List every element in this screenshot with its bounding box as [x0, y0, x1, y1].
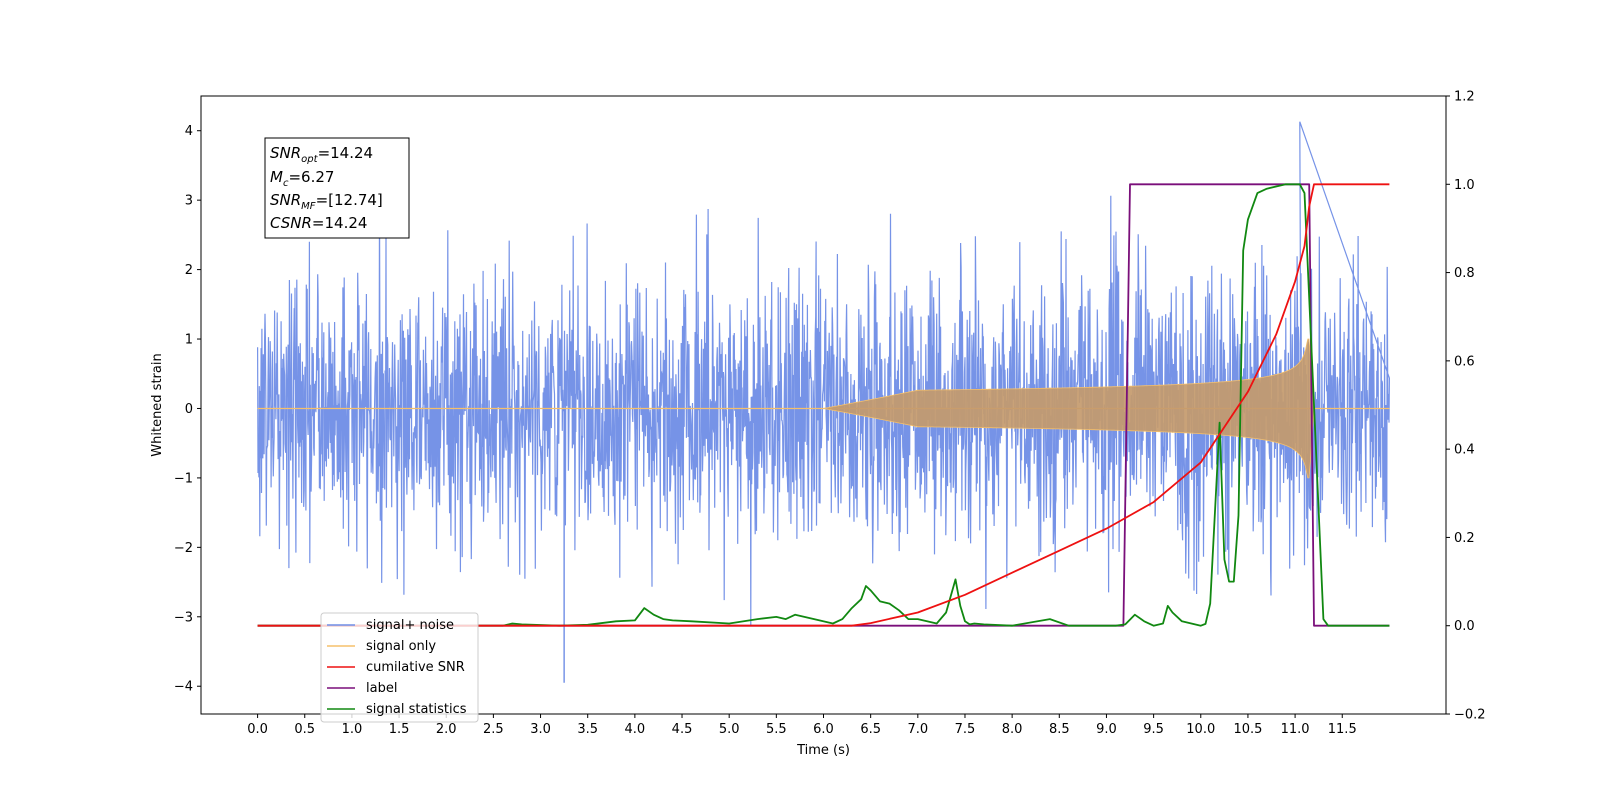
x-axis-label: Time (s) — [796, 743, 850, 758]
series-line-signal-statistics — [257, 183, 1390, 627]
x-tick-label: 0.5 — [294, 722, 315, 737]
x-tick-label: 6.5 — [860, 722, 881, 737]
x-tick-label: 5.5 — [766, 722, 787, 737]
legend-label-cumulative-snr: cumilative SNR — [366, 660, 465, 675]
legend-label-signal-only: signal only — [366, 639, 436, 654]
right-y-tick-label: 1.0 — [1454, 178, 1475, 193]
x-tick-label: 1.5 — [389, 722, 410, 737]
x-tick-label: 7.0 — [907, 722, 928, 737]
x-tick-label: 5.0 — [719, 722, 740, 737]
x-axis-ticks: 0.0 0.5 1.0 1.5 2.0 2.5 3.0 3.5 4.0 4.5 5.0 5.5 6.0 6… — [247, 714, 1357, 737]
x-tick-label: 2.5 — [483, 722, 504, 737]
legend-label-signal-noise: signal+ noise — [366, 618, 454, 633]
right-y-tick-label: 0.4 — [1454, 443, 1475, 458]
x-tick-label: 3.5 — [577, 722, 598, 737]
series-line-signal-noise — [257, 121, 1391, 626]
x-tick-label: 11.0 — [1281, 722, 1310, 737]
legend-entry-label: label — [327, 681, 397, 696]
left-y-tick-label: 2 — [185, 263, 193, 278]
annotation-csnr: CSNR=14.24 — [270, 214, 367, 232]
noise-series-layer — [257, 121, 1391, 683]
series-line-cumulative-snr — [257, 183, 1390, 627]
x-tick-label: 4.0 — [625, 722, 646, 737]
right-y-tick-label: 0.2 — [1454, 531, 1475, 546]
left-y-tick-label: 3 — [185, 194, 193, 209]
left-y-axis-ticks: −4 −3 −2 −1 0 1 2 3 4 — [174, 124, 201, 695]
left-y-tick-label: 4 — [185, 124, 193, 139]
x-tick-label: 11.5 — [1328, 722, 1357, 737]
right-y-tick-label: 0.8 — [1454, 266, 1475, 281]
series-line-label — [257, 183, 1390, 627]
legend-label-signal-statistics: signal statistics — [366, 702, 467, 717]
right-y-tick-label: 0.6 — [1454, 354, 1475, 369]
left-y-tick-label: −4 — [174, 680, 193, 695]
x-tick-label: 8.5 — [1049, 722, 1070, 737]
annotation-snr-opt: SNRopt=14.24 — [270, 144, 373, 165]
legend-entry-signal-only: signal only — [327, 639, 436, 654]
x-tick-label: 9.0 — [1096, 722, 1117, 737]
legend-entry-signal-statistics: signal statistics — [327, 702, 467, 717]
right-y-tick-label: 0.0 — [1454, 619, 1475, 634]
x-tick-label: 7.5 — [955, 722, 976, 737]
left-y-tick-label: −3 — [174, 610, 193, 625]
x-tick-label: 3.0 — [530, 722, 551, 737]
y-axis-label: Whitened strain — [150, 353, 165, 456]
legend-entry-signal-noise: signal+ noise — [327, 618, 454, 633]
x-tick-label: 8.0 — [1002, 722, 1023, 737]
left-y-tick-label: 0 — [185, 402, 193, 417]
x-tick-label: 1.0 — [342, 722, 363, 737]
right-axis-series-layer — [257, 183, 1390, 627]
x-tick-label: 6.0 — [813, 722, 834, 737]
x-tick-label: 9.5 — [1143, 722, 1164, 737]
left-y-tick-label: −2 — [174, 541, 193, 556]
annotation-snr-mf: SNRMF=[12.74] — [270, 191, 383, 212]
annotation-box: SNRopt=14.24 Mc=6.27 SNRMF=[12.74] CSNR=… — [264, 137, 410, 239]
annotation-chirp-mass: Mc=6.27 — [270, 168, 334, 189]
x-tick-label: 10.0 — [1186, 722, 1215, 737]
annotation-frame — [264, 137, 410, 239]
legend: signal+ noise signal only cumilative SNR… — [320, 612, 479, 723]
x-tick-label: 4.5 — [672, 722, 693, 737]
legend-frame — [320, 612, 479, 723]
right-y-tick-label: 1.2 — [1454, 90, 1475, 105]
left-y-tick-label: 1 — [185, 333, 193, 348]
x-tick-label: 10.5 — [1233, 722, 1262, 737]
x-tick-label: 2.0 — [436, 722, 457, 737]
left-y-tick-label: −1 — [174, 471, 193, 486]
right-y-axis-ticks: −0.2 0.0 0.2 0.4 0.6 0.8 1.0 1.2 — [1446, 90, 1486, 723]
right-y-tick-label: −0.2 — [1454, 708, 1486, 723]
legend-label-label: label — [366, 681, 397, 696]
x-tick-label: 0.0 — [247, 722, 268, 737]
legend-entry-cumulative-snr: cumilative SNR — [327, 660, 465, 675]
